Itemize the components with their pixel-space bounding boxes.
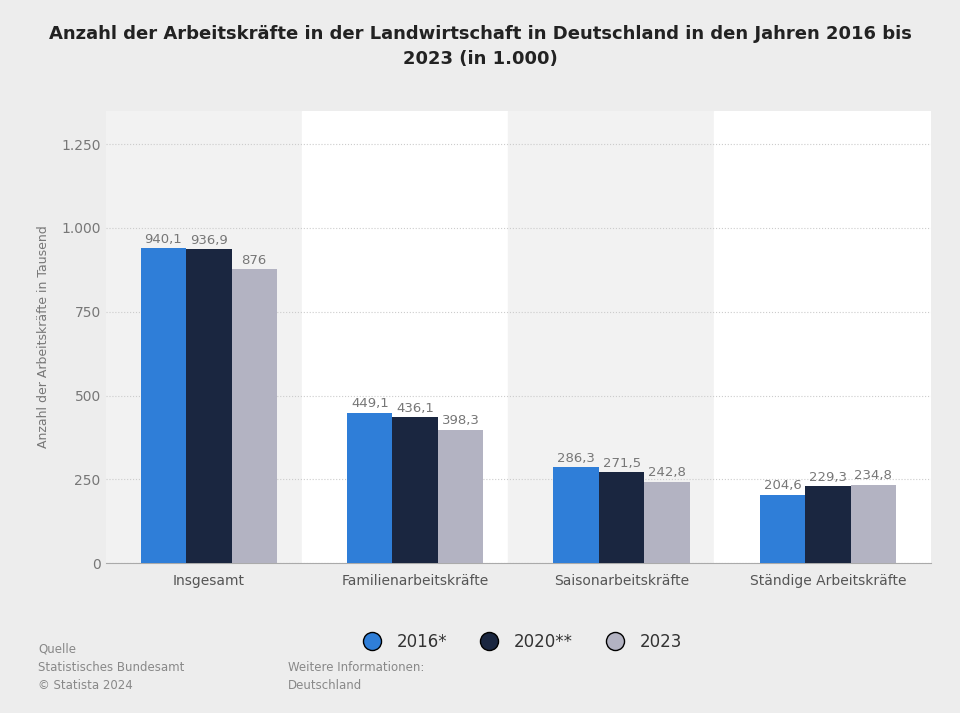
Bar (301, 111, 529, 563)
Text: 242,8: 242,8 (648, 466, 686, 480)
Text: 234,8: 234,8 (854, 469, 893, 482)
Text: 436,1: 436,1 (396, 401, 434, 415)
Text: 398,3: 398,3 (442, 414, 480, 427)
Bar (186, 249, 231, 563)
Bar (851, 485, 896, 563)
Text: Weitere Informationen:
Deutschland: Weitere Informationen: Deutschland (288, 661, 424, 692)
Bar (141, 248, 186, 563)
Text: 449,1: 449,1 (351, 397, 389, 410)
Bar (644, 482, 689, 563)
Text: Quelle
Statistisches Bundesamt
© Statista 2024: Quelle Statistisches Bundesamt © Statist… (38, 642, 184, 692)
Bar (554, 467, 599, 563)
Y-axis label: Anzahl der Arbeitskräfte in Tausend: Anzahl der Arbeitskräfte in Tausend (37, 225, 50, 448)
Bar (95, 111, 323, 563)
Text: 936,9: 936,9 (190, 234, 228, 247)
Legend: 2016*, 2020**, 2023: 2016*, 2020**, 2023 (348, 626, 688, 657)
Text: Anzahl der Arbeitskräfte in der Landwirtschaft in Deutschland in den Jahren 2016: Anzahl der Arbeitskräfte in der Landwirt… (49, 25, 911, 68)
Text: 876: 876 (242, 254, 267, 267)
Text: 271,5: 271,5 (603, 457, 640, 470)
Bar (714, 111, 942, 563)
Bar (438, 430, 483, 563)
Text: 204,6: 204,6 (764, 479, 802, 492)
Bar (508, 111, 735, 563)
Bar (393, 417, 438, 563)
Bar (231, 270, 276, 563)
Bar (805, 486, 851, 563)
Text: 286,3: 286,3 (557, 452, 595, 465)
Bar (599, 472, 644, 563)
Bar (348, 413, 393, 563)
Text: 229,3: 229,3 (809, 471, 847, 484)
Text: 940,1: 940,1 (145, 232, 182, 246)
Bar (760, 495, 805, 563)
